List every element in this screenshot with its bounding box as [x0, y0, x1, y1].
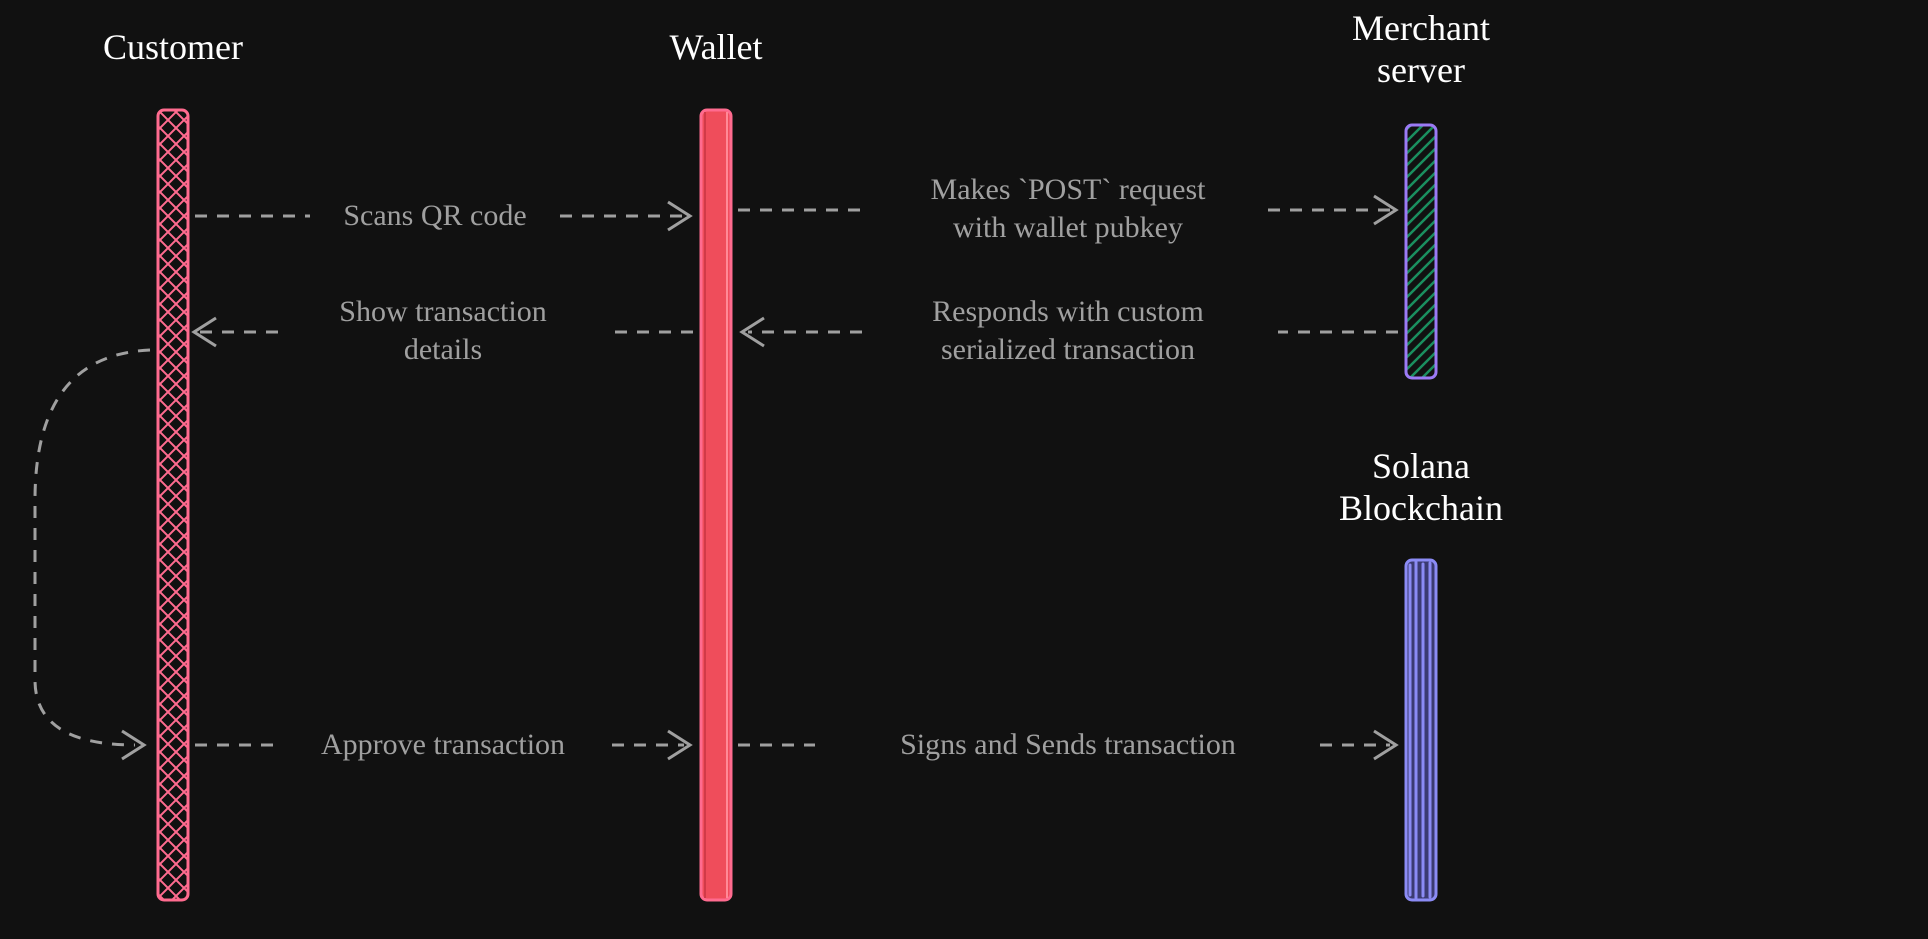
- message-signs-sends: Signs and Sends transaction: [738, 728, 1396, 761]
- sequence-diagram: Customer Wallet Merchant server Solana B…: [0, 0, 1928, 939]
- message-label-line1: Responds with custom: [932, 295, 1204, 328]
- message-label-line1: Makes `POST` request: [931, 173, 1207, 206]
- actor-label-wallet: Wallet: [669, 27, 762, 67]
- self-loop-customer: [35, 350, 150, 759]
- actor-label-merchant-1: Merchant: [1352, 8, 1490, 48]
- actor-label-customer: Customer: [103, 27, 243, 67]
- message-label-line2: details: [404, 333, 482, 366]
- message-responds-serialized: Responds with custom serialized transact…: [742, 295, 1398, 366]
- message-scans-qr: Scans QR code: [195, 199, 690, 232]
- message-approve: Approve transaction: [195, 728, 690, 761]
- message-label: Signs and Sends transaction: [900, 728, 1236, 761]
- actor-label-solana-1: Solana: [1372, 446, 1470, 486]
- lifeline-wallet: [701, 110, 731, 900]
- message-label-line2: with wallet pubkey: [953, 211, 1183, 244]
- actor-label-solana-2: Blockchain: [1339, 488, 1503, 528]
- message-label: Scans QR code: [343, 199, 526, 232]
- actor-label-merchant-2: server: [1377, 50, 1465, 90]
- message-label-line2: serialized transaction: [941, 333, 1195, 366]
- lifeline-merchant: [1406, 125, 1436, 378]
- message-post-request: Makes `POST` request with wallet pubkey: [738, 173, 1396, 244]
- lifeline-customer: [158, 110, 188, 900]
- message-label-line1: Show transaction: [339, 295, 546, 328]
- message-show-details: Show transaction details: [194, 295, 693, 366]
- lifeline-solana: [1406, 560, 1436, 900]
- message-label: Approve transaction: [321, 728, 565, 761]
